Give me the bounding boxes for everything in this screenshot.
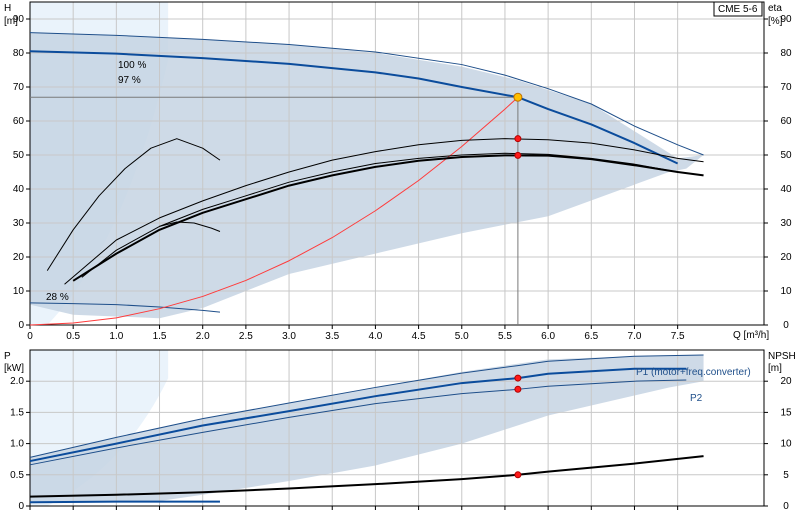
x-tick-label-6: 3.0 [282,331,296,342]
top-operating-point-2 [514,151,522,159]
x-tick-label-8: 4.0 [368,331,382,342]
top-right-tick-label-0: 0 [783,320,789,331]
bottom-series-npsh [29,455,704,498]
curve-annotation-0: 100 % [118,60,146,71]
head-efficiency-panel: H [m] eta [%] CME 5-6 Q [m³/h] 0 10 20 30 40… [4,1,792,342]
x-tick-label-1: 0.5 [66,331,80,342]
bottom-right-tick-label-4: 20 [780,376,792,387]
top-left-axis-unit: [m] [4,16,18,27]
top-series-eta-lower [81,152,678,278]
legend-box-label: CME 5-6 [718,4,758,15]
bottom-plot-frame [29,349,765,507]
curve-annotation-2: 28 % [46,292,69,303]
top-series-eta-min [159,221,221,232]
top-left-tick-label-1: 10 [13,286,25,297]
x-tick-label-15: 7.5 [671,331,685,342]
power-npsh-panel: P [kW] NPSH [m] 0 0.5 1.0 1.5 2.0 0 5 10 15 20 P1 … [4,349,796,512]
top-series-head-min [29,302,221,313]
top-left-tick-label-2: 20 [13,252,25,263]
top-series-head-operating [29,50,679,165]
bottom-right-tick-label-0: 0 [783,501,789,512]
top-left-tick-label-7: 70 [13,82,25,93]
top-left-tick-label-5: 50 [13,150,25,161]
bottom-operating-point-1 [514,385,522,393]
bottom-operating-point-0 [514,374,522,382]
bottom-right-tick-label-1: 5 [783,470,789,481]
x-tick-label-0: 0 [27,331,33,342]
bottom-operating-envelope [30,354,704,502]
bottom-left-axis-title: P [4,351,11,362]
bottom-operating-point-2 [514,471,522,479]
bottom-left-tick-label-1: 0.5 [10,470,24,481]
top-right-tick-label-2: 20 [780,252,792,263]
x-axis-label: Q [m³/h] [733,330,769,341]
top-right-tick-label-7: 70 [780,82,792,93]
top-right-axis-title: eta [768,3,782,14]
bottom-left-axis-unit: [kW] [4,363,24,374]
top-right-tick-label-4: 40 [780,184,792,195]
bottom-left-tick-label-0: 0 [18,501,24,512]
bottom-left-tick-label-2: 1.0 [10,439,24,450]
x-tick-label-7: 3.5 [325,331,339,342]
p2-series-label: P2 [690,393,703,404]
x-tick-label-4: 2.0 [196,331,210,342]
top-left-tick-label-6: 60 [13,116,25,127]
top-operating-point-1 [514,135,522,143]
bottom-series-p1 [29,367,687,463]
bottom-series-p1-max [29,354,704,458]
x-tick-label-14: 7.0 [628,331,642,342]
top-left-tick-label-0: 0 [18,320,24,331]
x-tick-label-10: 5.0 [455,331,469,342]
bottom-left-tick-label-4: 2.0 [10,376,24,387]
top-right-axis-unit: [%] [768,16,783,27]
x-tick-label-11: 5.5 [498,331,512,342]
top-series-eta-operating [72,154,704,282]
top-right-tick-label-8: 80 [780,48,792,59]
top-series-head-max [29,32,704,156]
bottom-series-p1-min [29,500,220,504]
top-plot-frame [29,1,765,326]
bottom-right-tick-label-2: 10 [780,439,792,450]
bottom-series-p2 [29,379,687,466]
top-operating-point-0 [513,92,523,102]
top-right-tick-label-3: 30 [780,218,792,229]
top-right-tick-label-9: 90 [780,14,792,25]
bottom-right-axis-title: NPSH [768,351,796,362]
x-tick-label-13: 6.5 [584,331,598,342]
x-tick-label-5: 2.5 [239,331,253,342]
curve-annotation-1: 97 % [118,75,141,86]
x-tick-label-3: 1.5 [153,331,167,342]
bottom-right-axis-unit: [m] [768,363,782,374]
top-right-tick-label-1: 10 [780,286,792,297]
x-tick-label-12: 6.0 [541,331,555,342]
top-left-tick-label-3: 30 [13,218,25,229]
top-left-tick-label-4: 40 [13,184,25,195]
x-tick-label-9: 4.5 [412,331,426,342]
p1-series-label: P1 (motor+freq.converter) [636,367,751,378]
top-left-tick-label-8: 80 [13,48,25,59]
top-left-tick-label-9: 90 [13,14,25,25]
top-right-tick-label-5: 50 [780,150,792,161]
top-series-eta-max [64,138,704,285]
bottom-right-tick-label-3: 15 [780,407,792,418]
top-right-tick-label-6: 60 [780,116,792,127]
top-series-eta-28 [46,138,221,271]
x-tick-label-2: 1.0 [109,331,123,342]
bottom-left-tick-label-3: 1.5 [10,407,24,418]
top-left-axis-title: H [4,3,11,14]
top-series-system-curve [29,96,519,326]
